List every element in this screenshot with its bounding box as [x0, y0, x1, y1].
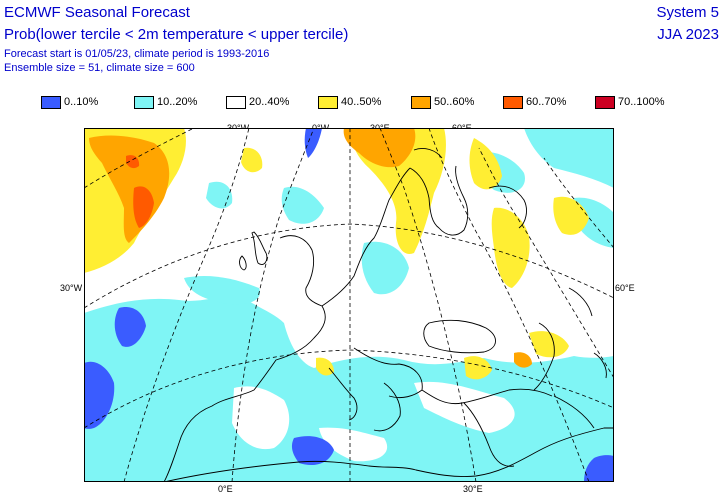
map-subtitle: Prob(lower tercile < 2m temperature < up… — [4, 26, 349, 43]
legend-swatch — [318, 96, 338, 109]
legend-label: 50..60% — [434, 96, 475, 108]
legend-label: 40..50% — [341, 96, 382, 108]
forecast-info: Forecast start is 01/05/23, climate peri… — [4, 48, 270, 60]
map-title: ECMWF Seasonal Forecast — [4, 4, 190, 21]
coastlines — [163, 147, 614, 482]
lat-label-left: 30°W — [60, 283, 83, 293]
season-label: JJA 2023 — [657, 26, 719, 43]
legend-label: 60..70% — [526, 96, 567, 108]
prob-0-10-areas — [84, 128, 614, 482]
legend-swatch — [41, 96, 61, 109]
system-label: System 5 — [656, 4, 719, 21]
lat-label-right: 60°E — [615, 283, 635, 293]
probability-map — [84, 128, 614, 482]
graticule — [84, 128, 614, 482]
map-frame — [84, 128, 614, 482]
ensemble-info: Ensemble size = 51, climate size = 600 — [4, 62, 195, 74]
lon-label-bottom: 0°E — [218, 484, 233, 494]
legend-swatch — [503, 96, 523, 109]
lon-label-bottom: 30°E — [463, 484, 483, 494]
legend-swatch — [411, 96, 431, 109]
legend-label: 20..40% — [249, 96, 290, 108]
legend-swatch — [226, 96, 246, 109]
legend-label: 0..10% — [64, 96, 99, 108]
legend-label: 70..100% — [618, 96, 665, 108]
legend-swatch — [134, 96, 154, 109]
legend-swatch — [595, 96, 615, 109]
legend-label: 10..20% — [157, 96, 198, 108]
legend: 0..10% 10..20% 20..40% 40..50% 50..60% 6… — [0, 95, 725, 111]
